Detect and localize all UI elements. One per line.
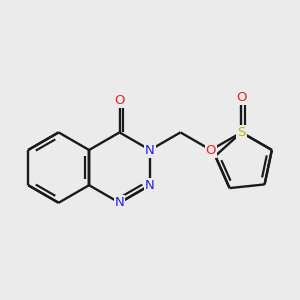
Text: N: N [115, 196, 124, 209]
Text: O: O [236, 91, 247, 104]
Text: O: O [206, 143, 216, 157]
Text: O: O [114, 94, 125, 107]
Text: S: S [237, 126, 246, 139]
Text: N: N [145, 143, 155, 157]
Text: N: N [145, 179, 155, 192]
